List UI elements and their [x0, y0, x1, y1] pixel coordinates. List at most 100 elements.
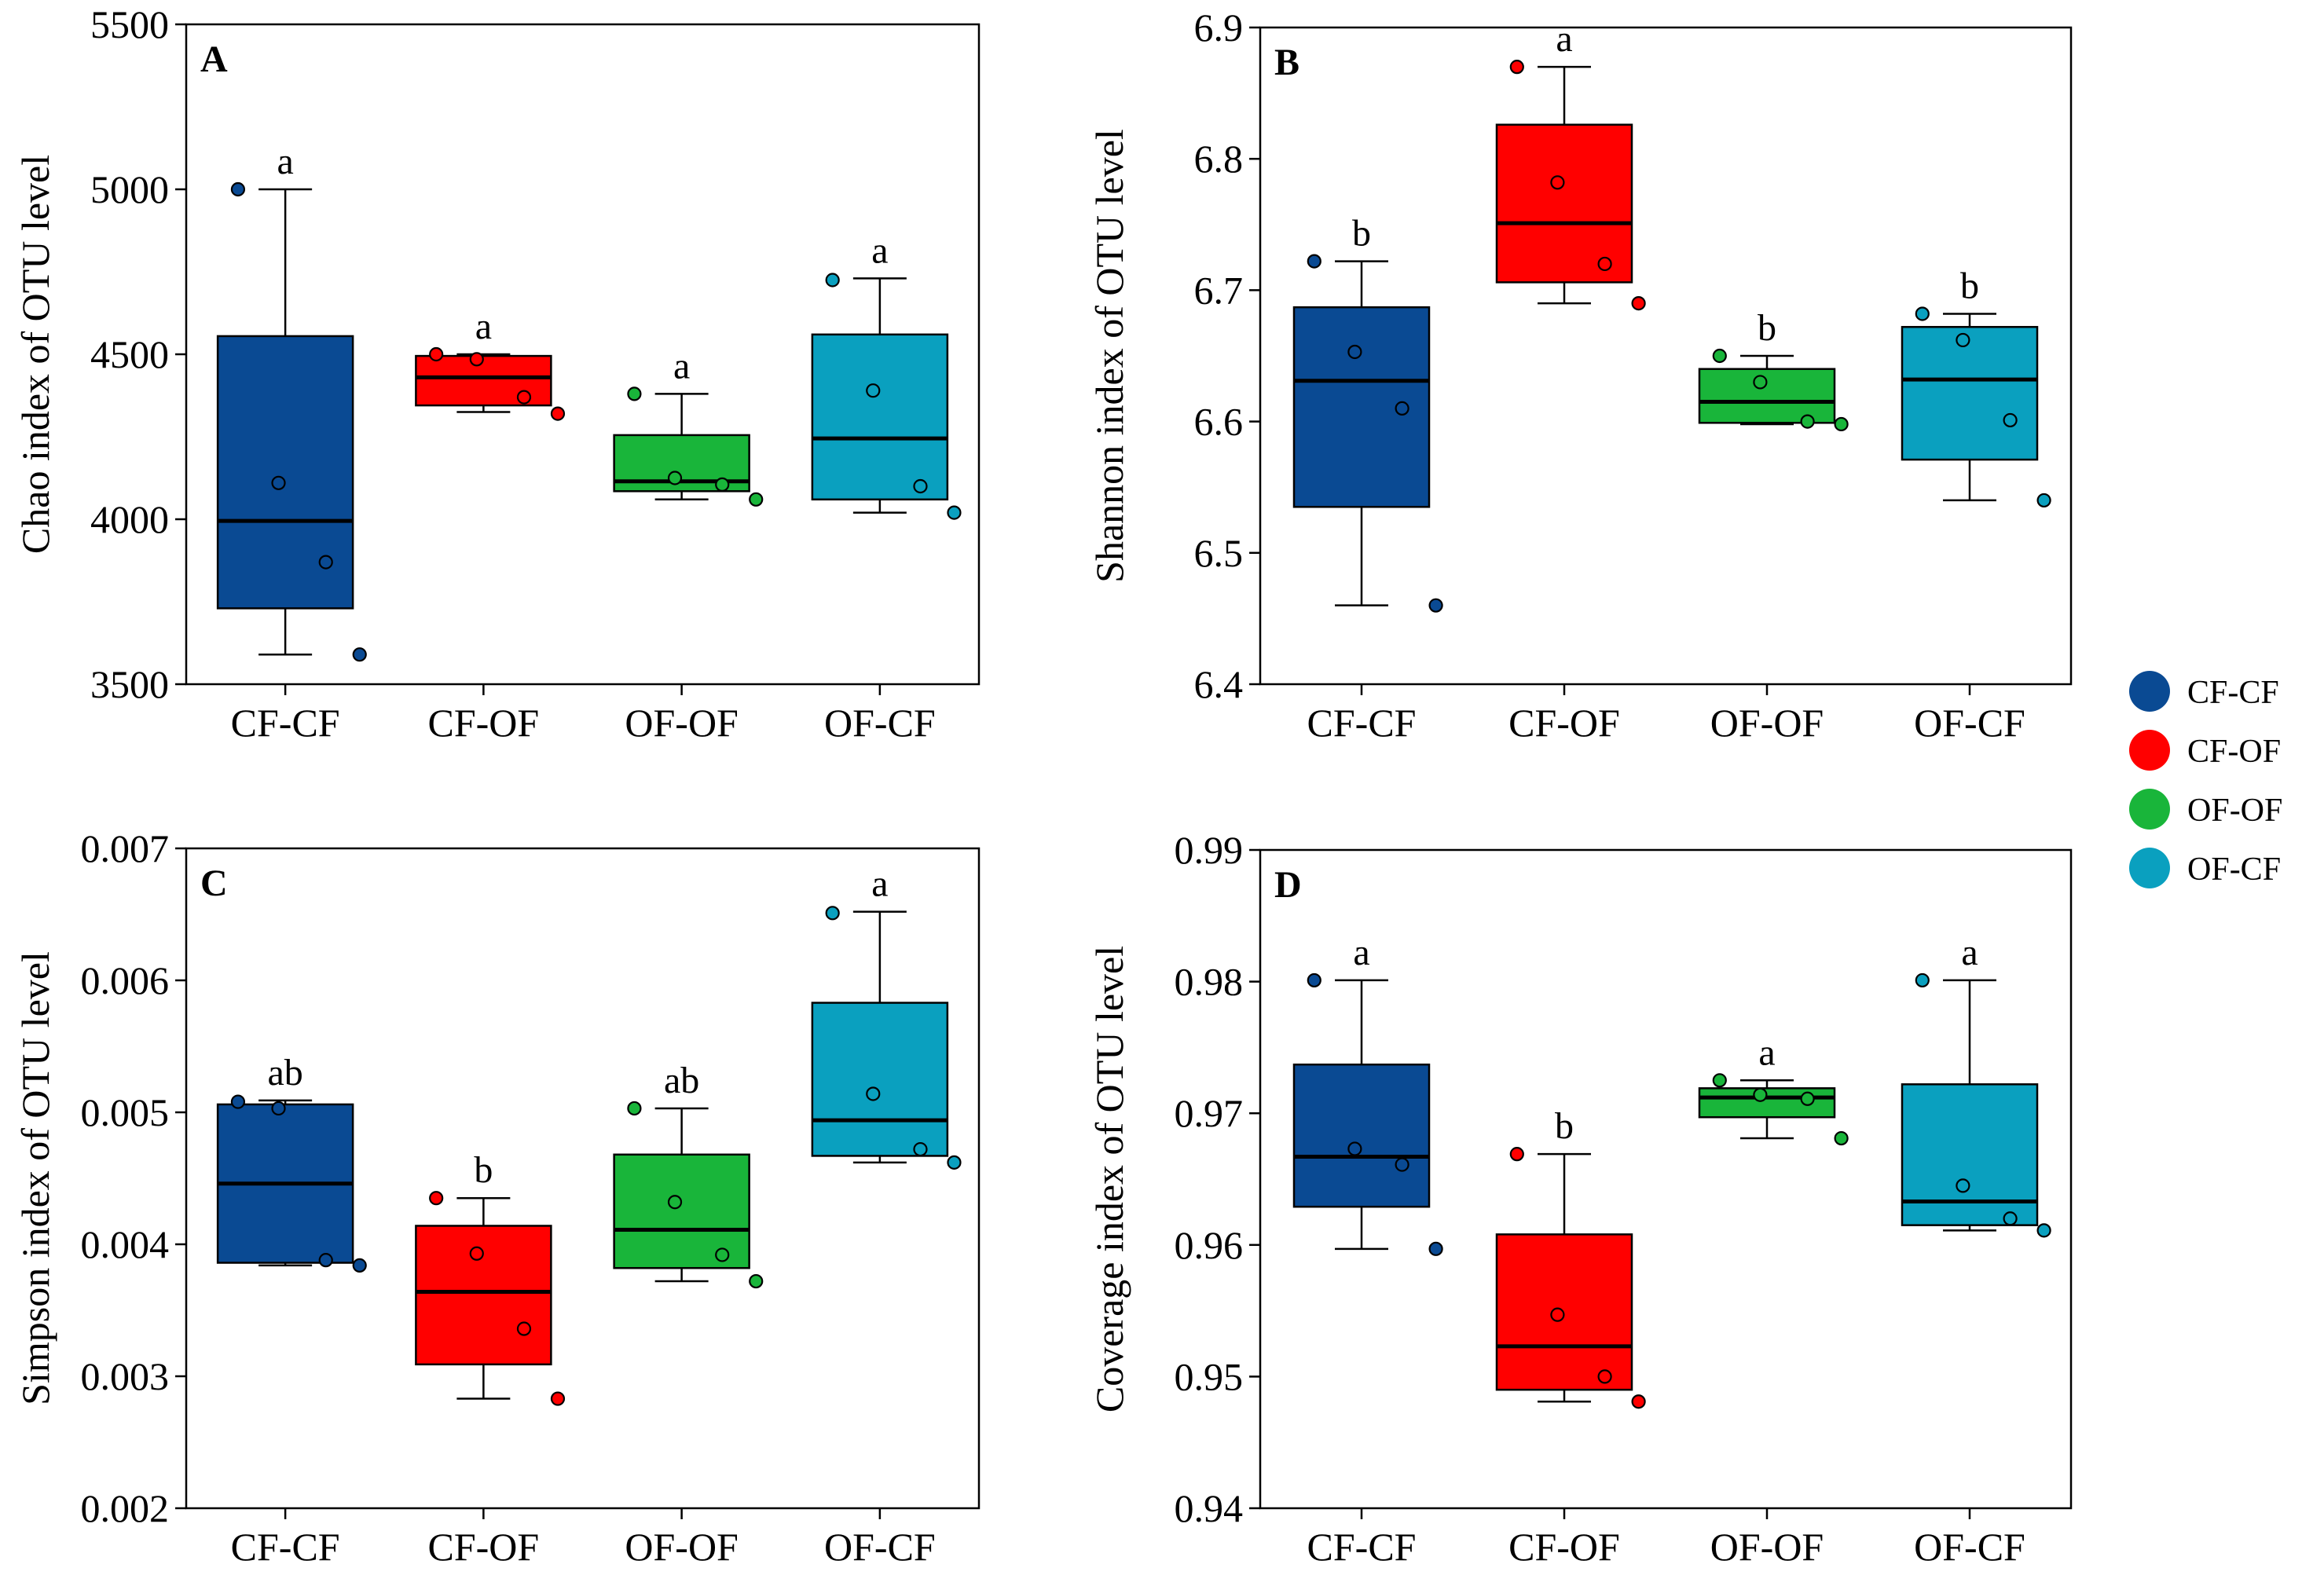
data-point: [1800, 1091, 1815, 1106]
plot-frame: [1259, 848, 2073, 1510]
y-tick-label: 4500: [90, 332, 169, 376]
data-point: [230, 181, 246, 197]
data-point: [429, 346, 444, 362]
data-point: [230, 1094, 246, 1109]
box-cf-cf: a: [216, 141, 367, 662]
data-point: [2036, 493, 2051, 508]
data-point: [627, 386, 642, 401]
significance-letter: a: [1758, 1031, 1775, 1073]
significance-letter: a: [871, 863, 888, 905]
box-of-cf: a: [811, 229, 962, 520]
data-point: [2003, 1211, 2018, 1226]
data-point: [947, 1155, 962, 1170]
legend-item-of-cf: OF-CF: [2129, 848, 2281, 888]
significance-letter: ab: [267, 1052, 302, 1093]
significance-letter: b: [1758, 307, 1776, 349]
significance-letter: a: [277, 141, 293, 182]
y-tick-label: 4000: [90, 497, 169, 541]
data-point: [1307, 972, 1321, 988]
data-point: [1834, 1130, 1849, 1146]
data-point: [1509, 60, 1524, 75]
box-of-of: b: [1698, 307, 1849, 432]
legend-swatch: [2129, 671, 2170, 712]
box-iqr: [613, 1153, 750, 1269]
x-tick-label: OF-CF: [824, 1525, 936, 1569]
data-point: [469, 1246, 484, 1261]
data-point: [1347, 1141, 1362, 1156]
legend: CF-CF CF-OF OF-OF OF-CF: [2129, 671, 2282, 888]
data-point: [516, 1321, 532, 1336]
panels: 3500 4000 4500 5000 5500 CF-CF CF-OF OF-OF OF-CF…: [13, 2, 2073, 1569]
x-tick-label: CF-CF: [231, 1525, 340, 1569]
significance-letter: a: [871, 229, 888, 271]
data-point: [516, 390, 532, 405]
x-tick-label: OF-CF: [1914, 1525, 2025, 1569]
data-point: [429, 1191, 444, 1206]
data-point: [1915, 972, 1930, 988]
data-point: [749, 1273, 764, 1289]
significance-letter: a: [673, 345, 690, 386]
panel-letter: D: [1274, 864, 1302, 906]
data-point: [1395, 1157, 1409, 1172]
box-cf-of: b: [1495, 1105, 1646, 1409]
x-tick-label: CF-OF: [428, 701, 540, 745]
y-tick-label: 6.6: [1194, 400, 1244, 444]
data-point: [271, 1101, 286, 1116]
y-tick-label: 6.8: [1194, 137, 1244, 181]
box-of-cf: a: [1901, 932, 2051, 1238]
y-tick-label: 0.98: [1175, 960, 1244, 1004]
panel-letter: A: [200, 38, 228, 80]
y-tick-label: 5000: [90, 167, 169, 211]
y-tick-label: 0.002: [81, 1486, 170, 1530]
y-tick-label: 0.005: [81, 1090, 170, 1134]
box-iqr: [216, 335, 354, 610]
data-point: [1631, 1394, 1646, 1409]
y-tick-label: 6.9: [1194, 5, 1244, 49]
y-axis-label: Coverage index of OTU level: [1087, 946, 1131, 1412]
data-point: [2036, 1223, 2051, 1238]
data-point: [352, 647, 367, 662]
data-point: [667, 471, 683, 485]
y-tick-label: 0.004: [81, 1222, 170, 1266]
data-point: [1956, 1178, 1970, 1193]
box-of-of: ab: [613, 1060, 764, 1289]
data-point: [1834, 416, 1849, 432]
panel-b: 6.4 6.5 6.6 6.7 6.8 6.9 CF-CF CF-OF OF-OF OF-CF Sh…: [1087, 5, 2073, 745]
data-point: [550, 406, 566, 421]
box-iqr: [1901, 325, 2039, 461]
box-cf-cf: ab: [216, 1052, 367, 1273]
box-iqr: [1495, 1233, 1633, 1391]
legend-item-cf-of: CF-OF: [2129, 730, 2281, 771]
box-cf-cf: a: [1292, 932, 1443, 1256]
data-point: [1509, 1147, 1524, 1162]
data-point: [469, 352, 484, 367]
x-tick-label: CF-CF: [231, 701, 340, 745]
box-iqr: [1698, 368, 1836, 424]
significance-letter: a: [1353, 932, 1369, 973]
data-point: [866, 1086, 881, 1101]
x-tick-label: CF-CF: [1307, 1525, 1417, 1569]
x-tick-label: CF-OF: [1508, 701, 1620, 745]
significance-letter: b: [1555, 1105, 1574, 1147]
y-tick-label: 0.97: [1175, 1091, 1244, 1135]
x-tick-label: OF-OF: [1710, 701, 1824, 745]
data-point: [1800, 414, 1815, 429]
data-point: [866, 383, 881, 398]
data-point: [1428, 1241, 1443, 1256]
data-point: [1428, 598, 1443, 613]
legend-swatch: [2129, 848, 2170, 888]
y-tick-label: 3500: [90, 662, 169, 706]
data-point: [715, 477, 730, 493]
box-cf-of: a: [415, 306, 566, 421]
y-tick-label: 0.007: [81, 826, 170, 870]
y-tick-label: 0.94: [1175, 1486, 1244, 1530]
data-point: [1347, 344, 1362, 360]
legend-label: CF-OF: [2187, 734, 2281, 770]
box-of-cf: a: [811, 863, 962, 1170]
significance-letter: a: [1961, 932, 1978, 973]
box-cf-of: a: [1495, 18, 1646, 311]
legend-item-cf-cf: CF-CF: [2129, 671, 2279, 712]
data-point: [1307, 254, 1321, 269]
data-point: [667, 1195, 683, 1210]
significance-letter: ab: [664, 1060, 699, 1101]
